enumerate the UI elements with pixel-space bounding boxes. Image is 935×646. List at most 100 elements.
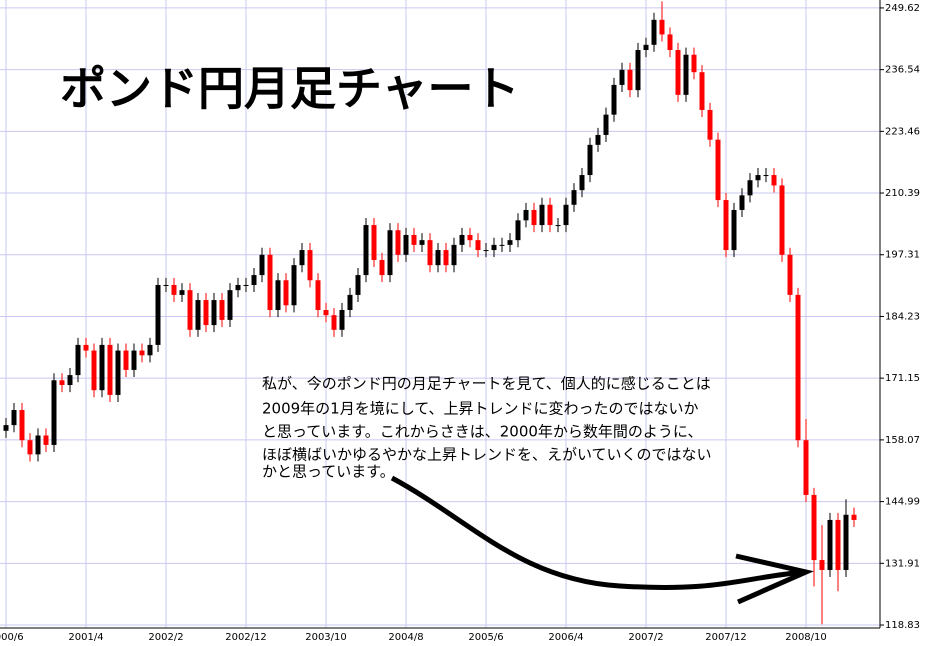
candle-body: [715, 139, 721, 201]
candle-body: [595, 134, 601, 145]
annotation: 私が、今のポンド円の月足チャートを見て、個人的に感じることは 2009年の1月を境…: [262, 375, 712, 481]
candle-body: [667, 34, 673, 51]
candle-body: [171, 284, 177, 295]
y-tick-label: 236.54: [885, 65, 920, 76]
candle-body: [531, 209, 537, 226]
candle-body: [347, 294, 353, 310]
candle-body: [827, 519, 833, 570]
x-tick-label: 2000/6: [0, 632, 24, 643]
candle-body: [643, 44, 649, 51]
candle-body: [155, 284, 161, 345]
candle-body: [443, 250, 449, 266]
candle-body: [427, 240, 433, 266]
candle-body: [451, 244, 457, 266]
candle-body: [563, 204, 569, 226]
candle-body: [355, 275, 361, 295]
y-tick-label: 223.46: [885, 126, 920, 137]
candle-body: [411, 234, 417, 245]
x-tick-label: 2005/6: [468, 632, 503, 643]
candle-body: [699, 72, 705, 110]
candle-body: [235, 284, 241, 291]
candle-body: [187, 290, 193, 330]
x-tick-label: 2006/4: [548, 632, 583, 643]
x-tick-label: 2002/2: [148, 632, 183, 643]
y-tick-label: 131.91: [885, 558, 920, 569]
candle-body: [763, 175, 769, 177]
candle-body: [3, 425, 9, 431]
candle-body: [331, 315, 337, 330]
candle-body: [67, 375, 73, 386]
candle-body: [195, 300, 201, 330]
candle-body: [843, 514, 849, 570]
y-tick-label: 197.31: [885, 250, 920, 261]
candle-body: [251, 275, 257, 285]
candle-body: [555, 225, 561, 227]
candle-body: [659, 19, 665, 35]
candle-body: [11, 410, 17, 426]
x-tick-label: 2002/12: [225, 632, 267, 643]
candle-body: [851, 514, 857, 520]
candle-body: [395, 230, 401, 255]
candle-body: [779, 185, 785, 255]
candle-body: [99, 344, 105, 391]
candle-body: [275, 280, 281, 310]
x-tick-label: 2001/4: [68, 632, 103, 643]
candle-body: [83, 344, 89, 351]
y-tick-label: 184.23: [885, 311, 920, 322]
candle-body: [723, 200, 729, 251]
candle-body: [459, 234, 465, 245]
annotation-line: と思っています。これからさきは、2000年から数年間のように、: [262, 423, 702, 441]
candle-body: [163, 284, 169, 286]
candle-body: [243, 284, 249, 286]
candle-body: [499, 244, 505, 246]
candle-body: [675, 50, 681, 95]
candle-body: [819, 560, 825, 570]
candle-body: [771, 175, 777, 186]
annotation-line: 2009年の1月を境にして、上昇トレンドに変わったのではないか: [262, 400, 699, 418]
candle-body: [283, 280, 289, 306]
candle-body: [307, 250, 313, 281]
candle-body: [179, 290, 185, 295]
grid: [0, 0, 884, 628]
annotation-line: 私が、今のポンド円の月足チャートを見て、個人的に感じることは: [262, 375, 711, 393]
candle-body: [139, 350, 145, 356]
candle-body: [339, 309, 345, 330]
arrow-head: [735, 553, 814, 605]
x-tick-label: 2004/8: [388, 632, 423, 643]
candle-body: [131, 350, 137, 370]
candle-body: [739, 195, 745, 210]
candle-body: [227, 290, 233, 320]
candle-body: [267, 254, 273, 310]
candle-body: [571, 190, 577, 205]
candle-body: [299, 250, 305, 266]
candle-body: [107, 344, 113, 395]
candles: [3, 1, 857, 625]
candle-body: [515, 220, 521, 241]
candle-body: [579, 175, 585, 191]
candle-body: [475, 240, 481, 251]
candle-body: [619, 69, 625, 85]
candle-body: [115, 350, 121, 395]
x-tick-label: 2007/2: [628, 632, 663, 643]
y-tick-label: 210.39: [885, 188, 920, 199]
candle-body: [75, 344, 81, 376]
candle-body: [603, 114, 609, 135]
candle-body: [627, 69, 633, 91]
candle-body: [323, 309, 329, 316]
candle-body: [523, 209, 529, 221]
candle-body: [611, 84, 617, 115]
candle-body: [379, 259, 385, 276]
x-tick-label: 2007/12: [705, 632, 747, 643]
candle-body: [291, 265, 297, 306]
y-tick-label: 118.83: [885, 620, 920, 631]
candle-body: [123, 350, 129, 370]
annotation-line: ほぼ横ばいかゆるやかな上昇トレンドを、えがいていくのではない: [262, 446, 712, 464]
candle-body: [651, 19, 657, 45]
candle-body: [59, 380, 65, 386]
candle-body: [747, 180, 753, 196]
candle-body: [683, 54, 689, 95]
candle-body: [419, 240, 425, 245]
candle-body: [315, 280, 321, 310]
